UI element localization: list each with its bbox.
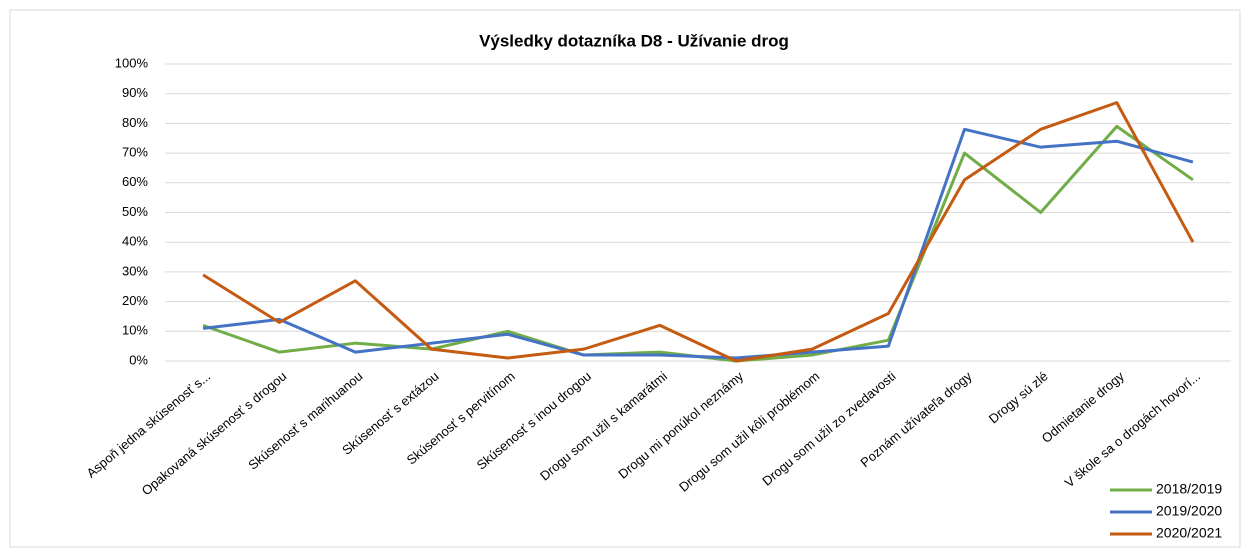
legend-label: 2019/2020 [1156,503,1222,519]
y-tick-label: 10% [122,323,148,338]
y-tick-label: 20% [122,293,148,308]
chart-title: Výsledky dotazníka D8 - Užívanie drog [479,31,789,50]
y-tick-label: 0% [129,352,148,367]
series-line [202,127,1194,360]
y-tick-label: 70% [122,145,148,160]
y-tick-label: 40% [122,234,148,249]
y-tick-label: 30% [122,263,148,278]
y-tick-label: 60% [122,174,148,189]
chart-frame [9,9,1241,548]
legend-label: 2020/2021 [1156,525,1222,541]
y-tick-label: 80% [122,115,148,130]
y-tick-label: 100% [115,55,149,70]
legend-label: 2018/2019 [1156,481,1222,497]
y-tick-label: 50% [122,204,148,219]
y-tick-label: 90% [122,85,148,100]
series-line [202,101,1195,363]
